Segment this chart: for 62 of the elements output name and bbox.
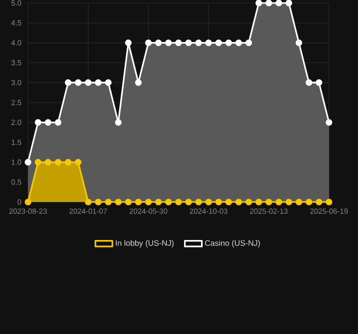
point xyxy=(165,40,172,46)
point xyxy=(84,198,92,206)
point xyxy=(94,79,102,86)
point xyxy=(195,198,202,206)
point xyxy=(24,158,32,166)
point xyxy=(115,198,122,206)
point xyxy=(125,40,132,46)
point xyxy=(165,198,172,206)
point xyxy=(74,79,82,86)
point xyxy=(266,0,272,6)
point xyxy=(34,119,42,126)
point xyxy=(145,40,152,46)
point xyxy=(276,198,282,206)
point xyxy=(316,198,322,206)
point xyxy=(94,198,102,206)
point xyxy=(155,40,162,46)
point xyxy=(225,198,232,206)
point xyxy=(296,198,302,206)
point xyxy=(326,198,332,206)
point xyxy=(175,40,182,46)
point xyxy=(215,198,222,206)
point xyxy=(245,198,252,206)
point xyxy=(255,198,262,206)
point xyxy=(34,158,42,166)
point xyxy=(84,79,92,86)
point xyxy=(215,40,222,46)
point xyxy=(44,119,52,126)
point xyxy=(135,198,142,206)
point xyxy=(306,79,312,86)
point xyxy=(115,119,122,126)
point xyxy=(266,198,272,206)
point xyxy=(205,40,212,46)
point xyxy=(235,40,242,46)
point xyxy=(276,0,282,6)
point xyxy=(155,198,162,206)
point xyxy=(125,198,132,206)
point xyxy=(135,79,142,86)
point xyxy=(286,198,292,206)
point xyxy=(145,198,152,206)
point xyxy=(74,158,82,166)
point xyxy=(306,198,312,206)
point xyxy=(64,79,72,86)
point xyxy=(245,40,252,46)
point xyxy=(205,198,212,206)
point xyxy=(64,158,72,166)
point xyxy=(185,198,192,206)
point xyxy=(296,40,302,46)
point xyxy=(175,198,182,206)
point xyxy=(185,40,192,46)
point xyxy=(225,40,232,46)
point xyxy=(44,158,52,166)
point xyxy=(255,0,262,6)
point xyxy=(286,0,292,6)
point xyxy=(24,198,32,206)
point xyxy=(54,119,62,126)
point xyxy=(54,158,62,166)
point xyxy=(316,79,322,86)
point xyxy=(104,79,112,86)
point xyxy=(195,40,202,46)
point xyxy=(326,119,332,126)
point xyxy=(104,198,112,206)
point xyxy=(235,198,242,206)
